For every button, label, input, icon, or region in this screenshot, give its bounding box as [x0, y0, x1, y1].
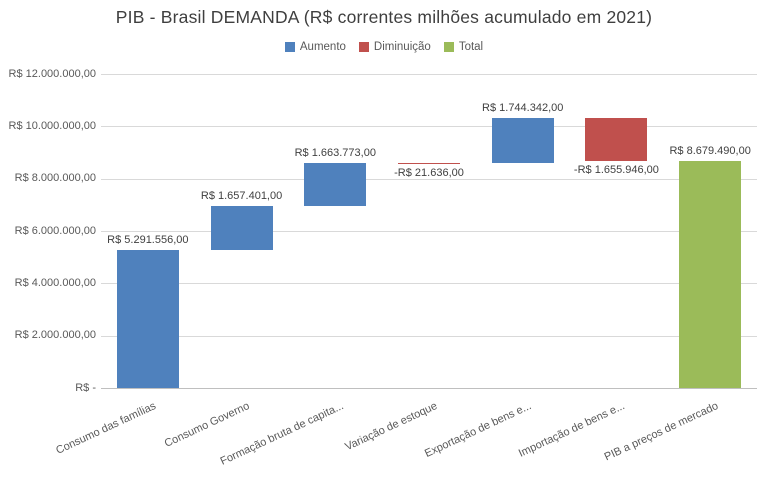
waterfall-bar-4	[398, 162, 460, 164]
gridline	[101, 178, 757, 180]
legend-label: Diminuição	[373, 41, 431, 53]
waterfall-bar-6	[585, 117, 648, 161]
legend-swatch-icon	[284, 42, 295, 52]
chart-title: PIB - Brasil DEMANDA (R$ correntes milhõ…	[115, 7, 653, 27]
bar-value-label: R$ 1.657.401,00	[200, 190, 283, 203]
y-axis-tick-label: R$ 2.000.000,00	[14, 329, 96, 342]
category-label: Variação de estoque	[343, 400, 440, 454]
waterfall-bar-3	[304, 162, 367, 207]
legend-item-2: Total	[443, 41, 484, 53]
waterfall-bar-2	[210, 206, 273, 250]
legend-label: Aumento	[299, 41, 346, 53]
bar-value-label: R$ 1.663.773,00	[294, 146, 376, 159]
chart-legend: Aumento Diminuição Total	[0, 40, 768, 54]
legend-swatch-icon	[443, 42, 454, 52]
bar-value-label: R$ 5.291.556,00	[107, 233, 189, 246]
gridline	[101, 126, 757, 128]
bar-value-label: R$ 8.679.490,00	[669, 144, 751, 157]
waterfall-bar-1	[116, 249, 179, 388]
waterfall-bar-7	[679, 160, 742, 388]
y-axis-tick-label: R$ 4.000.000,00	[14, 276, 96, 289]
bar-value-label: -R$ 21.636,00	[394, 166, 464, 179]
y-axis-tick-label: R$ 12.000.000,00	[8, 67, 96, 80]
legend-label: Total	[458, 41, 484, 53]
y-axis-tick-label: R$ 6.000.000,00	[14, 224, 96, 237]
gridline	[101, 231, 757, 232]
category-label: Consumo das famílias	[54, 400, 158, 457]
y-axis-tick-label: R$ 10.000.000,00	[8, 119, 96, 132]
bar-value-label: -R$ 1.655.946,00	[573, 163, 659, 176]
legend-item-0: Aumento	[284, 41, 346, 53]
gridline	[101, 74, 757, 75]
category-label: Consumo Governo	[162, 400, 252, 450]
y-axis-tick-label: R$ 8.000.000,00	[14, 172, 96, 185]
category-label: Exportação de bens e...	[422, 400, 533, 460]
bar-value-label: R$ 1.744.342,00	[482, 101, 564, 114]
gridline	[101, 335, 757, 337]
x-axis-line	[101, 388, 757, 389]
legend-swatch-icon	[358, 42, 369, 52]
y-axis-tick-label: R$ -	[75, 381, 96, 394]
legend-item-1: Diminuição	[358, 41, 431, 53]
gridline	[101, 283, 757, 285]
waterfall-bar-5	[491, 117, 554, 164]
